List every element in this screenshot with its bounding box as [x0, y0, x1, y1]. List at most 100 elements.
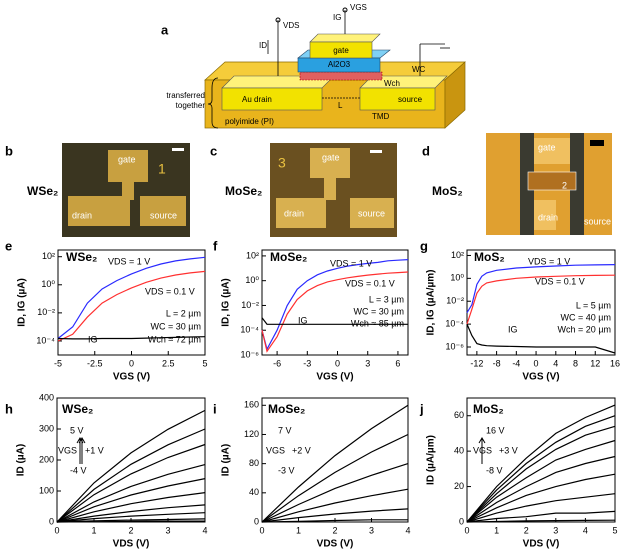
y-tick-label: 10⁻⁶: [446, 341, 465, 351]
x-tick-label: -2.5: [87, 358, 103, 368]
y-tick-label: 10⁻⁶: [241, 349, 260, 359]
y-tick-label: 0: [254, 516, 259, 526]
x-tick-label: 2.5: [162, 358, 175, 368]
data-line: [57, 256, 206, 339]
x-tick-label: 4: [583, 525, 588, 535]
y-tick-label: 100: [39, 485, 54, 495]
annotation: WSe₂: [62, 402, 93, 416]
annotation: MoS₂: [474, 250, 505, 264]
data-line: [466, 439, 616, 523]
data-line: [466, 323, 616, 354]
micrograph-label: drain: [538, 212, 558, 222]
schematic-label: IG: [333, 13, 341, 22]
panel-letter: j: [419, 401, 424, 416]
schematic-label: transferred: [166, 91, 205, 100]
x-tick-label: 2: [524, 525, 529, 535]
annotation: VGS: [473, 445, 492, 455]
schematic-label: source: [398, 95, 423, 104]
y-axis-label: ID (µA): [221, 444, 232, 476]
x-tick-label: 16: [610, 358, 620, 368]
y-tick-label: 10²: [42, 251, 55, 261]
y-tick-label: 10⁰: [41, 279, 55, 289]
x-tick-label: 4: [202, 525, 207, 535]
data-line: [261, 433, 409, 523]
x-tick-label: 0: [335, 358, 340, 368]
series-label: IG: [298, 315, 308, 325]
x-tick-label: 3: [165, 525, 170, 535]
x-tick-label: -8: [493, 358, 501, 368]
data-line: [57, 336, 206, 340]
x-tick-label: -12: [470, 358, 483, 368]
annotation: 16 V: [486, 425, 505, 435]
series-label: VDS = 0.1 V: [345, 278, 395, 288]
x-tick-label: 3: [369, 525, 374, 535]
annotation: L = 5 µm: [576, 300, 611, 310]
x-tick-label: 5: [612, 525, 617, 535]
plot-frame: [466, 249, 616, 356]
y-tick-label: 0: [49, 516, 54, 526]
material-label: MoS₂: [432, 184, 463, 198]
x-tick-label: 4: [405, 525, 410, 535]
series-label: VDS = 0.1 V: [535, 276, 585, 286]
x-tick-label: 0: [259, 525, 264, 535]
panel-letter: f: [213, 238, 218, 253]
x-tick-label: 0: [129, 358, 134, 368]
y-tick-label: 120: [244, 429, 259, 439]
series-label: VDS = 1 V: [528, 256, 570, 266]
data-line: [261, 519, 408, 523]
annotation: MoSe₂: [268, 402, 305, 416]
y-tick-label: 10⁻²: [241, 300, 259, 310]
schematic-label: VDS: [283, 21, 299, 30]
annotation: MoSe₂: [270, 250, 307, 264]
data-line: [466, 264, 616, 314]
data-line: [56, 478, 206, 523]
micrograph-label: source: [150, 210, 177, 220]
schematic-label: ID: [259, 41, 267, 50]
plot-frame: [466, 397, 616, 523]
annotation: Wch = 20 µm: [558, 324, 611, 334]
y-tick-label: 40: [249, 487, 259, 497]
annotation: -4 V: [70, 465, 87, 475]
micrograph-label: gate: [118, 154, 136, 164]
micrograph: [486, 133, 612, 235]
x-axis-label: VDS (V): [113, 539, 150, 550]
micrograph-label: gate: [538, 142, 556, 152]
x-axis-label: VGS (V): [316, 372, 353, 383]
schematic-label: L: [338, 101, 343, 110]
data-line: [466, 455, 616, 523]
arrow-head: [478, 437, 486, 444]
panel-letter: c: [210, 143, 217, 158]
y-tick-label: 20: [454, 481, 464, 491]
micrograph-label: drain: [284, 208, 304, 218]
micrograph-label: source: [584, 216, 611, 226]
schematic-label: polyimide (PI): [225, 117, 274, 126]
y-axis-label: ID (µA): [16, 444, 27, 476]
micrograph-label: gate: [322, 152, 340, 162]
data-line: [56, 443, 206, 523]
data-line: [56, 520, 205, 523]
micrograph: [62, 143, 190, 237]
schematic-label: Wch: [384, 79, 400, 88]
y-tick-label: 60: [454, 410, 464, 420]
x-tick-label: 4: [553, 358, 558, 368]
arrow-head: [78, 437, 86, 444]
data-line: [261, 271, 409, 353]
schematic-label: together: [176, 101, 206, 110]
data-line: [56, 428, 206, 523]
schematic-label: WC: [412, 65, 426, 74]
panel-letter: h: [5, 401, 13, 416]
x-axis-label: VGS (V): [113, 372, 150, 383]
x-tick-label: 2: [332, 525, 337, 535]
series-label: VDS = 1 V: [108, 256, 150, 266]
y-axis-label: ID, IG (µA): [17, 278, 28, 327]
series-label: VDS = 1 V: [330, 258, 372, 268]
micrograph-label: 3: [278, 155, 286, 171]
y-tick-label: 300: [39, 423, 54, 433]
x-tick-label: 12: [590, 358, 600, 368]
x-tick-label: -3: [303, 358, 311, 368]
data-line: [261, 488, 409, 523]
x-tick-label: 8: [573, 358, 578, 368]
series-label: IG: [508, 324, 518, 334]
panel-letter: e: [5, 238, 12, 253]
y-tick-label: 0: [459, 516, 464, 526]
